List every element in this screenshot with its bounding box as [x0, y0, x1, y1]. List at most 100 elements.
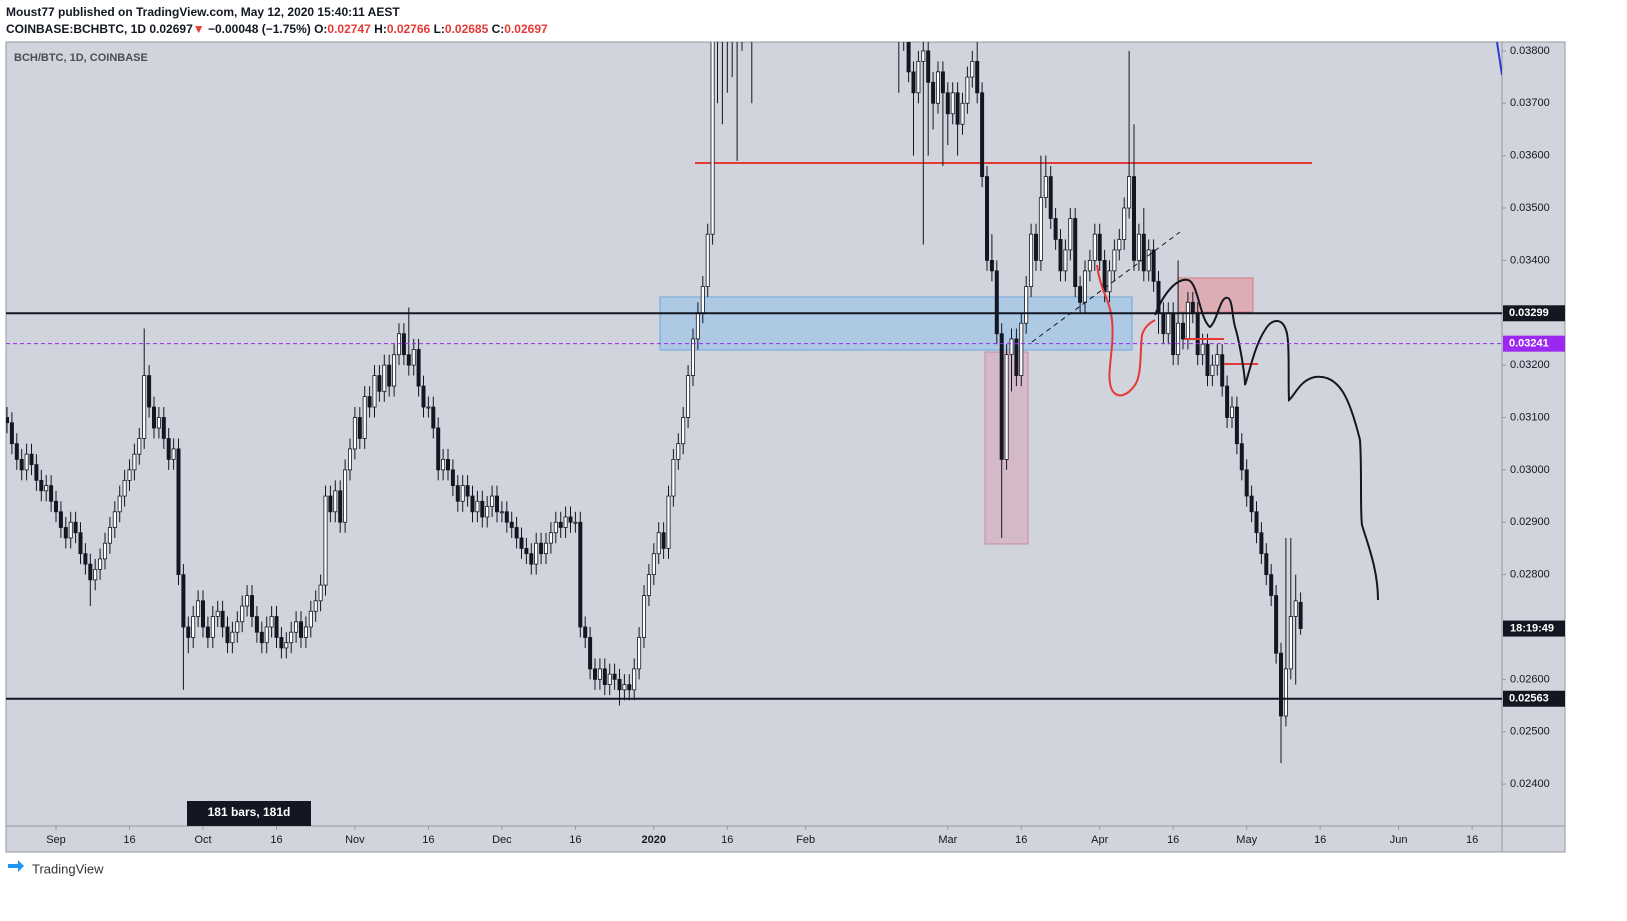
x-tick-label: Dec [492, 834, 512, 846]
candle-body [989, 259, 994, 272]
candle-body [999, 333, 1004, 460]
candle-body [274, 616, 279, 638]
candle-body [1141, 233, 1146, 272]
candle-body [259, 631, 264, 644]
candle-body [73, 521, 78, 534]
candle-body [34, 464, 39, 481]
candle-body [1166, 312, 1171, 335]
candle-body [524, 548, 529, 555]
candle-body [553, 521, 558, 534]
candle-body [965, 76, 970, 104]
x-tick-label: 16 [1015, 834, 1027, 846]
candle-body [1288, 616, 1293, 670]
candle-body [1161, 312, 1166, 335]
candle-body [98, 558, 103, 570]
candle-body [333, 490, 338, 513]
candle-body [710, 42, 715, 235]
candle-body [284, 642, 289, 649]
candle-body [1097, 233, 1102, 261]
x-tick-label: Feb [796, 834, 815, 846]
candle-body [308, 610, 313, 628]
candle-body [240, 605, 245, 623]
candle-body [480, 500, 485, 518]
candle-body [607, 673, 612, 685]
footer-brand: TradingView [32, 861, 104, 876]
bars-badge [187, 801, 311, 826]
price-tag-label: 0.02563 [1509, 693, 1549, 705]
candle-body [161, 417, 166, 439]
candle-body [156, 417, 161, 429]
candle-body [1058, 239, 1063, 272]
candle-body [490, 495, 495, 507]
candle-body [529, 553, 534, 565]
candle-body [563, 516, 568, 528]
candle-body [58, 511, 63, 528]
chart-frame [5, 41, 1566, 853]
candle-body [509, 521, 514, 528]
candle-body [137, 438, 142, 455]
x-tick-label: 16 [1167, 834, 1179, 846]
candle-body [367, 396, 372, 408]
candle-body [1279, 652, 1284, 717]
candle-body [916, 60, 921, 94]
candle-body [63, 527, 68, 539]
price-tag [1503, 335, 1565, 352]
candle-body [1107, 270, 1112, 293]
logo [8, 860, 24, 872]
candle-body [338, 490, 343, 523]
candle-body [245, 595, 250, 607]
candle-body [264, 626, 269, 644]
candle-body [1171, 312, 1176, 356]
candle-body [627, 684, 632, 691]
chart-title: BCH/BTC, 1D, COINBASE [14, 52, 148, 64]
header: Moust77 published on TradingView.com, Ma… [6, 4, 548, 38]
candle-body [455, 485, 460, 502]
candle-body [1185, 301, 1190, 340]
candle-body [39, 479, 44, 492]
candle-body [1264, 553, 1269, 576]
candle-body [210, 616, 215, 638]
candle-body [68, 521, 73, 539]
candle-body [578, 521, 583, 628]
candle-body [499, 511, 504, 514]
h-label: H: [374, 22, 387, 36]
candle-body [950, 92, 955, 115]
x-tick-label: 16 [1314, 834, 1326, 846]
candle-body [1092, 233, 1097, 261]
candle-body [1259, 532, 1264, 555]
price-tag-label: 0.03241 [1509, 338, 1549, 350]
y-tick-label: 0.03700 [1510, 97, 1550, 109]
candle-body [88, 563, 93, 581]
candle-body [671, 459, 676, 497]
candle-body [1083, 270, 1088, 303]
candle-body [1195, 312, 1200, 356]
candle-body [298, 621, 303, 638]
candle-body [357, 417, 362, 439]
candle-body [1019, 322, 1024, 377]
candle-body [617, 678, 622, 691]
candle-body [230, 631, 235, 644]
candle-body [426, 406, 431, 409]
y-tick-label: 0.03100 [1510, 411, 1550, 423]
candle-body [1127, 176, 1132, 209]
x-tick-label: Jun [1390, 834, 1408, 846]
candle-body [1078, 286, 1083, 303]
candle-body [151, 406, 156, 429]
candle-body [1249, 495, 1254, 513]
candle-body [926, 50, 931, 83]
candle-body [765, 0, 768, 9]
candle-body [911, 71, 916, 94]
x-tick-label: Apr [1091, 834, 1108, 846]
candle-body [421, 385, 426, 408]
candle-body [107, 527, 112, 544]
candle-body [1176, 322, 1181, 356]
candle-body [588, 637, 593, 670]
candle-body [568, 516, 573, 523]
candle-body [14, 443, 19, 460]
candle-body [406, 354, 411, 366]
candle-body [303, 626, 308, 638]
candle-body [1293, 600, 1298, 617]
candle-body [612, 673, 617, 680]
candle-body [1230, 406, 1235, 418]
